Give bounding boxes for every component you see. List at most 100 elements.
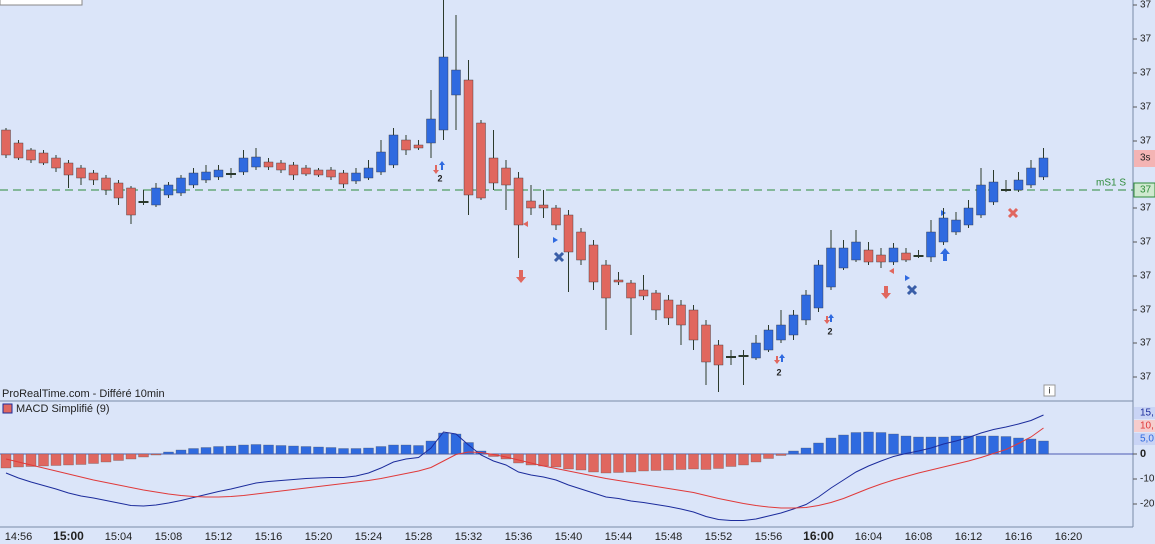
candle-body xyxy=(763,329,774,351)
candle-body xyxy=(1,129,11,156)
histogram-bar xyxy=(613,453,624,473)
candle-body xyxy=(476,122,486,199)
candle-body xyxy=(288,164,299,176)
histogram-bar xyxy=(338,448,349,455)
candle-body xyxy=(513,177,524,226)
histogram-bar xyxy=(100,453,112,463)
candle-body xyxy=(851,241,861,261)
x-tick-label: 15:56 xyxy=(755,531,783,543)
y-tick-label: 37 xyxy=(1140,372,1152,383)
histogram-bar xyxy=(888,433,899,455)
histogram-bar xyxy=(963,435,974,455)
histogram-bar xyxy=(38,453,49,467)
candle-body xyxy=(638,289,649,297)
histogram-bar xyxy=(213,446,224,455)
histogram-bar xyxy=(375,446,387,455)
candle-body xyxy=(151,187,161,206)
candle-body xyxy=(951,219,961,233)
histogram-bar xyxy=(638,453,649,472)
y-tick-label: 37 xyxy=(1140,0,1152,11)
x-tick-label: 15:32 xyxy=(455,531,483,543)
histogram-bar xyxy=(225,445,237,455)
candle-body xyxy=(576,231,586,261)
x-tick-label: 15:40 xyxy=(555,531,583,543)
candle-body xyxy=(363,167,374,179)
candle-body xyxy=(526,200,536,209)
x-tick-label: 16:12 xyxy=(955,531,983,543)
histogram-bar xyxy=(738,453,749,466)
histogram-bar xyxy=(163,451,174,455)
histogram-bar xyxy=(75,453,87,465)
candle-body xyxy=(76,167,86,179)
histogram-bar xyxy=(138,453,149,458)
histogram-bar xyxy=(625,453,637,473)
candle-body xyxy=(201,171,211,181)
histogram-bar xyxy=(975,435,987,455)
candle-body xyxy=(326,169,336,178)
candle-body xyxy=(813,264,824,309)
x-tick-label: 16:16 xyxy=(1005,531,1033,543)
candle-body xyxy=(626,282,636,299)
candle-body xyxy=(338,172,349,185)
histogram-bar xyxy=(263,444,274,455)
histogram-bar xyxy=(725,453,737,467)
histogram-bar xyxy=(513,453,524,464)
histogram-bar xyxy=(238,444,249,455)
histogram-bar xyxy=(150,453,162,456)
histogram-bar xyxy=(875,432,887,455)
histogram-bar xyxy=(925,436,937,455)
histogram-bar xyxy=(863,431,874,455)
candle-body xyxy=(376,151,386,173)
candle-body xyxy=(438,56,449,131)
candle-body xyxy=(976,184,986,216)
histogram-bar xyxy=(63,453,74,466)
candle-body xyxy=(551,207,561,226)
current-label-box xyxy=(1134,420,1155,432)
histogram-bar xyxy=(125,453,137,460)
histogram-bar xyxy=(113,453,124,461)
candle-body xyxy=(188,172,199,186)
candle-body xyxy=(901,252,911,261)
x-tick-label: 16:20 xyxy=(1055,531,1083,543)
current-label-box xyxy=(1134,433,1155,445)
histogram-bar xyxy=(50,453,62,466)
candle-body xyxy=(876,254,886,263)
histogram-bar xyxy=(950,435,962,455)
y-tick-label: 37 xyxy=(1140,68,1152,79)
candle-body xyxy=(701,324,711,363)
candle-body xyxy=(601,264,611,299)
x-tick-label: 16:08 xyxy=(905,531,933,543)
histogram-bar xyxy=(750,453,762,463)
candle-body xyxy=(126,187,136,216)
x-tick-label: 15:28 xyxy=(405,531,433,543)
indicator-line xyxy=(5,427,1044,509)
x-tick-label: 15:16 xyxy=(255,531,283,543)
candle-body xyxy=(663,299,674,319)
candle-body xyxy=(863,249,874,263)
x-tick-label: 15:04 xyxy=(105,531,133,543)
candle-body xyxy=(588,244,599,283)
histogram-bar xyxy=(188,448,199,455)
histogram-bar xyxy=(175,449,187,455)
histogram-bar xyxy=(400,444,412,455)
info-icon[interactable] xyxy=(1043,384,1056,397)
histogram-bar xyxy=(200,447,212,455)
candle-body xyxy=(538,204,549,209)
candle-body xyxy=(713,344,724,366)
candle-body xyxy=(938,217,949,243)
current-label: 10, xyxy=(1140,421,1154,432)
histogram-bar xyxy=(913,436,924,455)
price-label: 37 xyxy=(1140,185,1152,196)
histogram-bar xyxy=(688,453,699,470)
histogram-bar xyxy=(788,450,799,455)
price-label-box xyxy=(1134,150,1155,167)
source-note: ProRealTime.com - Différé 10min xyxy=(2,388,165,400)
x-tick-label: 15:24 xyxy=(355,531,383,543)
candle-body xyxy=(826,247,836,288)
candle-body xyxy=(463,79,474,196)
candle-body xyxy=(388,134,399,166)
histogram-bar xyxy=(313,446,324,455)
price-label: 3s xyxy=(1140,153,1151,164)
histogram-bar xyxy=(388,444,399,455)
